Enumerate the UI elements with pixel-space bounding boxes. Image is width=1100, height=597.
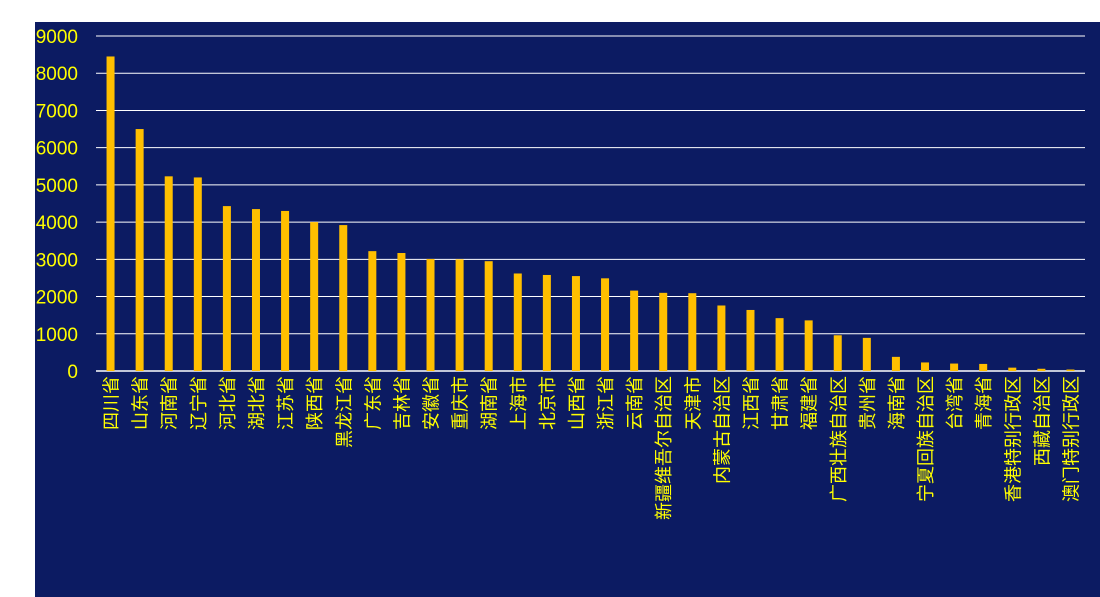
y-tick-label: 9000 bbox=[36, 27, 78, 48]
x-tick-label: 香港特别行政区 bbox=[1003, 376, 1024, 502]
bars bbox=[106, 56, 1075, 371]
x-tick-label: 台湾省 bbox=[945, 376, 966, 430]
bar bbox=[106, 56, 115, 371]
bar bbox=[1008, 367, 1017, 371]
bar bbox=[862, 337, 871, 371]
bar bbox=[717, 305, 726, 371]
x-tick-label: 西藏自治区 bbox=[1032, 376, 1053, 466]
bar bbox=[164, 176, 173, 371]
bar bbox=[921, 362, 930, 371]
x-axis-tick-labels: 四川省 山东省 河南省 辽宁省 河北省 湖北省 江苏省 陕西省 黑龙江省 广东省 吉林省 安徽省 重庆市… bbox=[102, 376, 1083, 520]
bar bbox=[979, 363, 988, 371]
x-tick-label: 辽宁省 bbox=[189, 376, 210, 430]
x-tick-label: 山东省 bbox=[131, 376, 152, 430]
bar bbox=[950, 363, 959, 371]
bar bbox=[601, 278, 610, 371]
x-tick-label: 四川省 bbox=[102, 376, 123, 430]
bar bbox=[1066, 369, 1075, 371]
x-tick-label: 澳门特别行政区 bbox=[1061, 376, 1082, 502]
bar bbox=[310, 222, 319, 371]
x-tick-label: 河南省 bbox=[160, 376, 181, 430]
bar bbox=[339, 225, 348, 371]
x-tick-label: 云南省 bbox=[625, 376, 646, 430]
x-tick-label: 河北省 bbox=[218, 376, 239, 430]
x-tick-label: 江苏省 bbox=[276, 376, 297, 430]
x-tick-label: 安徽省 bbox=[422, 376, 443, 430]
bar bbox=[804, 320, 813, 371]
y-tick-label: 2000 bbox=[36, 288, 78, 309]
x-tick-label: 上海市 bbox=[509, 376, 530, 430]
y-axis-tick-labels: 0 1000 2000 3000 4000 5000 6000 7000 8000 9000 bbox=[36, 27, 78, 383]
bar bbox=[135, 129, 144, 371]
x-tick-label: 海南省 bbox=[887, 376, 908, 430]
bar bbox=[833, 335, 842, 371]
x-tick-label: 宁夏回族自治区 bbox=[916, 376, 937, 502]
bar bbox=[397, 253, 406, 371]
x-tick-label: 山西省 bbox=[567, 376, 588, 430]
x-tick-label: 吉林省 bbox=[392, 376, 413, 430]
x-tick-label: 江西省 bbox=[741, 376, 762, 430]
x-tick-label: 湖南省 bbox=[480, 376, 501, 430]
x-tick-label: 天津市 bbox=[683, 376, 704, 430]
bar bbox=[891, 356, 900, 371]
bar bbox=[426, 258, 435, 371]
y-tick-label: 1000 bbox=[36, 325, 78, 346]
x-tick-label: 重庆市 bbox=[451, 376, 472, 430]
y-tick-label: 0 bbox=[67, 362, 78, 383]
bar bbox=[513, 273, 522, 371]
y-tick-label: 3000 bbox=[36, 250, 78, 271]
x-tick-label: 青海省 bbox=[974, 376, 995, 430]
bar bbox=[659, 292, 668, 371]
plot-background bbox=[35, 22, 1100, 597]
bar bbox=[630, 290, 639, 371]
x-tick-label: 新疆维吾尔自治区 bbox=[654, 376, 675, 520]
x-tick-label: 黑龙江省 bbox=[334, 376, 355, 448]
y-tick-label: 6000 bbox=[36, 139, 78, 160]
x-tick-label: 广东省 bbox=[363, 376, 384, 430]
x-tick-label: 北京市 bbox=[538, 376, 559, 430]
bar bbox=[222, 206, 231, 371]
y-tick-label: 5000 bbox=[36, 176, 78, 197]
x-tick-label: 福建省 bbox=[800, 376, 821, 430]
bar bbox=[688, 293, 697, 371]
gridlines bbox=[96, 35, 1085, 372]
bar bbox=[542, 274, 551, 371]
x-tick-label: 陕西省 bbox=[305, 376, 326, 430]
bar bbox=[746, 309, 755, 371]
bar bbox=[484, 261, 493, 371]
x-tick-label: 浙江省 bbox=[596, 376, 617, 430]
x-tick-label: 湖北省 bbox=[247, 376, 268, 430]
bar bbox=[368, 251, 377, 371]
y-tick-label: 8000 bbox=[36, 64, 78, 85]
x-tick-label: 贵州省 bbox=[858, 376, 879, 430]
bar bbox=[281, 210, 290, 371]
y-tick-label: 4000 bbox=[36, 213, 78, 234]
bar bbox=[775, 318, 784, 371]
y-tick-label: 7000 bbox=[36, 101, 78, 122]
bar bbox=[251, 209, 260, 371]
x-tick-label: 内蒙古自治区 bbox=[712, 376, 733, 484]
bar bbox=[193, 177, 202, 371]
bar bbox=[455, 259, 464, 371]
x-tick-label: 广西壮族自治区 bbox=[829, 376, 850, 502]
bar bbox=[1037, 368, 1046, 371]
x-tick-label: 甘肃省 bbox=[771, 376, 792, 430]
bar bbox=[571, 276, 580, 371]
